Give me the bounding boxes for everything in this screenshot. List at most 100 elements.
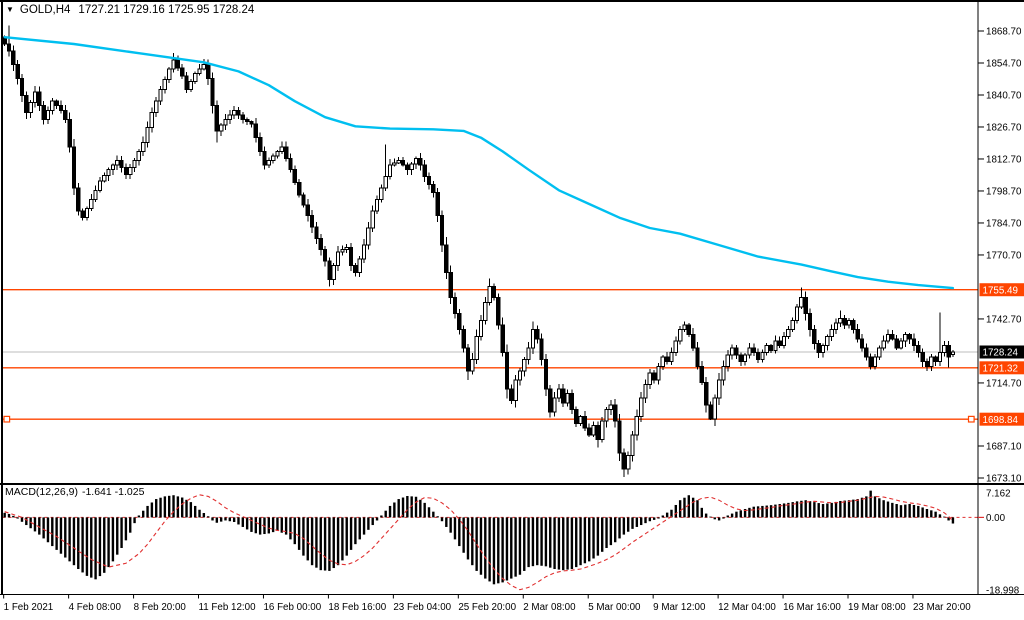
candle-body — [621, 452, 627, 470]
x-axis-tick-label: 23 Mar 20:00 — [913, 602, 971, 613]
macd-histogram-bar — [748, 507, 751, 518]
candle-body — [396, 160, 401, 164]
x-axis-tick-label: 8 Feb 20:00 — [134, 602, 187, 613]
candle-body — [201, 64, 206, 70]
candle-body — [383, 176, 388, 189]
candle-body — [357, 258, 362, 274]
candle-body — [422, 164, 427, 178]
chart-borders — [0, 0, 1024, 595]
macd-histogram-bar — [704, 513, 708, 518]
candle-body — [777, 340, 782, 347]
candle-body — [175, 59, 181, 69]
candle-body — [348, 246, 354, 267]
candle-body — [444, 244, 449, 274]
macd-histogram-bar — [735, 511, 738, 518]
candle-body — [283, 146, 289, 159]
macd-histogram-bar — [388, 505, 392, 518]
macd-histogram-bar — [297, 517, 301, 550]
macd-histogram-bar — [427, 507, 431, 518]
line-handle[interactable] — [967, 415, 975, 423]
macd-histogram-bar — [150, 502, 154, 518]
macd-histogram-bar — [925, 508, 929, 518]
line-handle[interactable] — [3, 415, 11, 423]
macd-histogram-bar — [951, 517, 955, 524]
candle-body — [825, 336, 830, 347]
candle-body — [530, 329, 536, 349]
symbol-marker-icon[interactable]: ▼ — [6, 5, 14, 14]
macd-histogram-bar — [570, 517, 574, 570]
candle-body — [522, 358, 527, 372]
candle-body — [574, 409, 579, 424]
macd-histogram-bar — [562, 517, 565, 571]
macd-histogram-bar — [518, 517, 522, 575]
macd-histogram-bar — [492, 517, 496, 585]
time-scale[interactable]: 1 Feb 2021 4 Feb 08:00 8 Feb 20:00 11 Feb 1… — [3, 594, 972, 614]
macd-histogram-bar — [38, 517, 41, 535]
candle-body — [786, 329, 791, 338]
candle-body — [340, 249, 345, 253]
macd-histogram-bar — [479, 517, 483, 575]
macd-histogram-bar — [579, 517, 582, 566]
macd-histogram-bar — [33, 517, 37, 532]
candle-body — [322, 249, 328, 262]
macd-histogram-bar — [921, 507, 924, 518]
macd-histogram-bar — [813, 502, 816, 518]
macd-histogram-bar — [566, 517, 569, 570]
macd-histogram-bar — [432, 511, 435, 518]
macd-scale[interactable]: 7.162 0.00 -18.998 — [978, 489, 1020, 597]
candle-body — [483, 301, 488, 322]
macd-histogram-bar — [787, 502, 790, 518]
candle-body — [327, 260, 332, 280]
candle-body — [764, 345, 769, 354]
macd-histogram-bar — [761, 505, 764, 518]
candle-body — [41, 105, 46, 120]
macd-histogram-bar — [237, 517, 240, 525]
candle-body — [812, 329, 817, 344]
macd-histogram-bar — [341, 517, 344, 561]
candle-body — [123, 166, 129, 175]
macd-histogram-bar — [25, 517, 28, 526]
candle-body — [465, 347, 471, 372]
candle-body — [106, 169, 111, 176]
macd-histogram-bar — [289, 517, 292, 540]
candle-body — [565, 393, 570, 404]
candle-body — [725, 354, 730, 367]
macd-histogram-bar — [380, 515, 383, 518]
candle-body — [266, 160, 271, 166]
candle-body — [578, 416, 583, 424]
candle-body — [275, 150, 280, 157]
macd-histogram-bar — [137, 515, 141, 518]
price-scale[interactable]: 1868.70 1854.70 1840.70 1826.70 1812.70 1798.… — [978, 27, 1022, 485]
candle-body — [188, 81, 194, 91]
candle-body — [214, 105, 219, 132]
candle-body — [149, 112, 155, 128]
macd-histogram-bar — [873, 496, 877, 518]
candle-body — [461, 329, 466, 349]
candle-body — [626, 454, 631, 470]
candle-body — [240, 114, 245, 120]
macd-histogram-bar — [406, 495, 409, 518]
candle-body — [206, 64, 211, 79]
macd-histogram-bar — [107, 517, 110, 568]
macd-histogram-bar — [401, 497, 405, 518]
macd-histogram-bar — [588, 517, 591, 562]
macd-histogram-bar — [531, 517, 535, 567]
macd-histogram-bar — [523, 517, 526, 571]
x-axis-tick-label: 4 Feb 08:00 — [69, 602, 122, 613]
macd-histogram-bar — [133, 517, 136, 524]
candle-body — [699, 365, 704, 383]
candle-body — [392, 162, 397, 166]
x-axis-tick-label: 5 Mar 00:00 — [588, 602, 641, 613]
x-axis-tick-label: 9 Mar 12:00 — [653, 602, 706, 613]
macd-histogram-bar — [42, 517, 45, 539]
candle-body — [54, 100, 59, 107]
macd-histogram-bar — [908, 504, 911, 518]
macd-histogram-bar — [3, 512, 6, 518]
candle-body — [742, 354, 748, 363]
macd-histogram-bar — [852, 499, 855, 518]
macd-histogram-bar — [817, 503, 820, 518]
y-axis-tick-label: 1742.70 — [986, 314, 1022, 325]
y-axis-tick-label: 1826.70 — [986, 122, 1022, 133]
macd-histogram-bar — [267, 517, 270, 534]
